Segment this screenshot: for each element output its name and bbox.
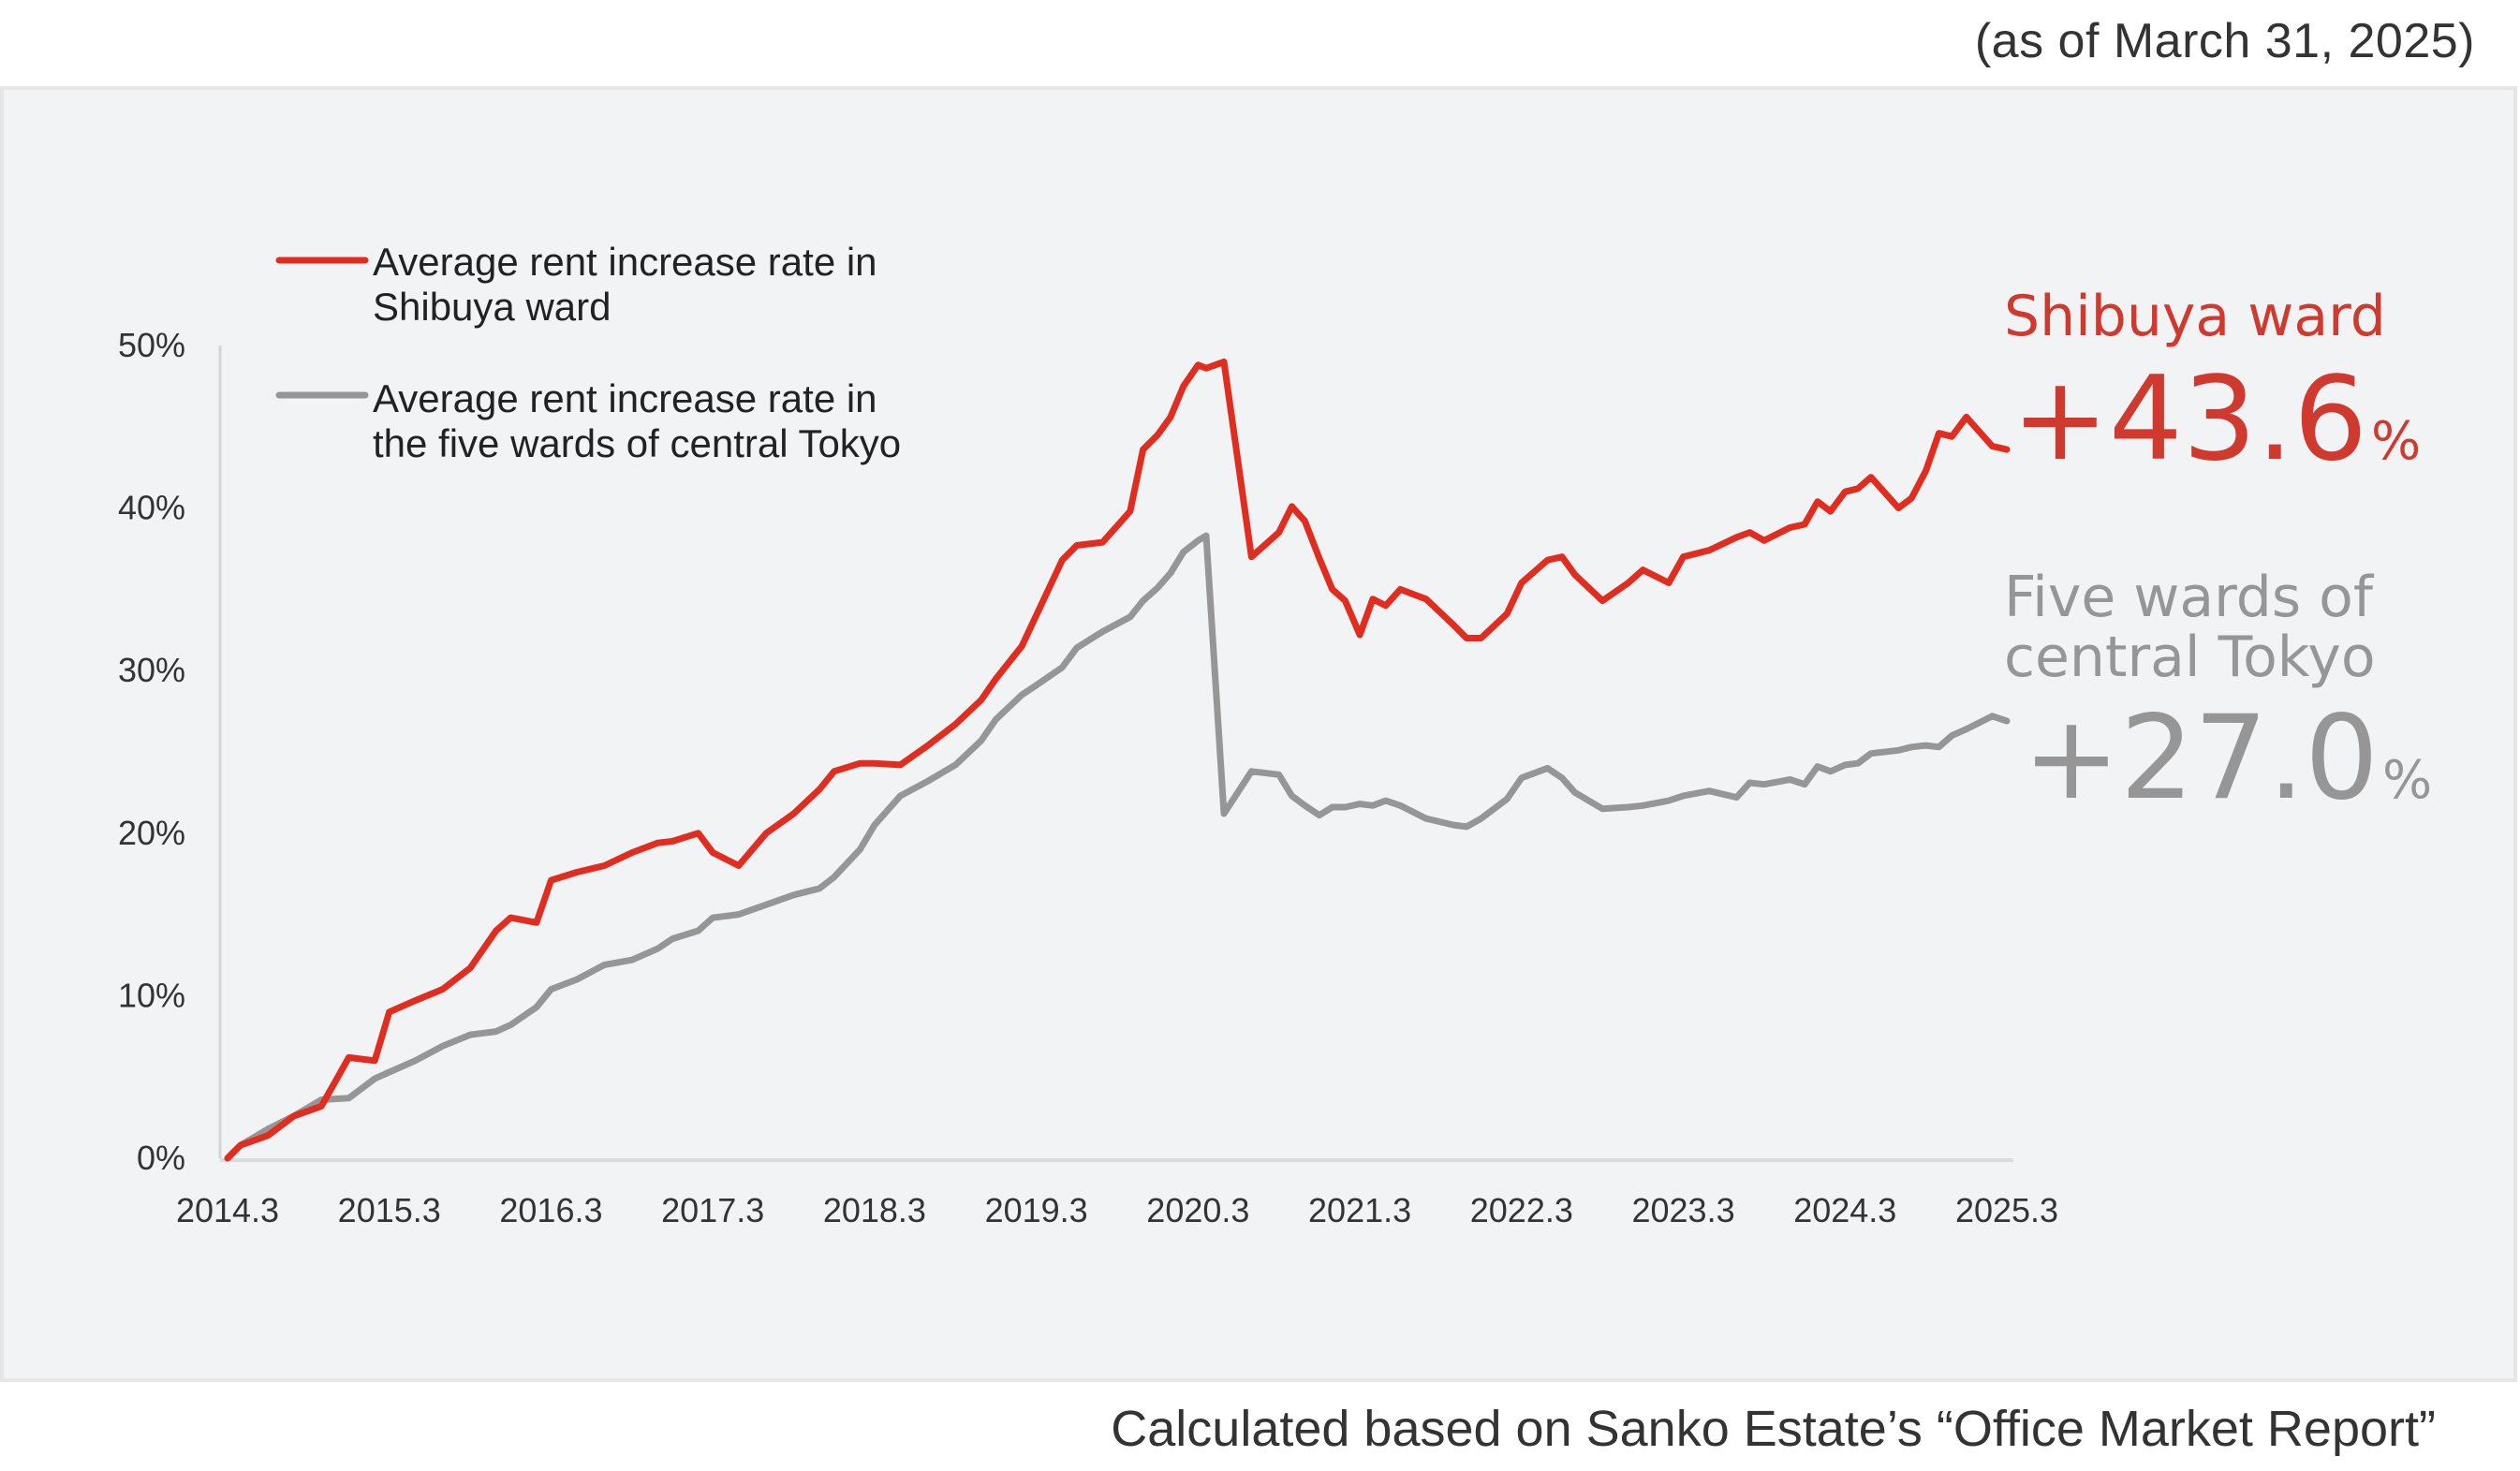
callout-shibuya-label: Shibuya ward xyxy=(2004,284,2386,349)
y-tick-label: 0% xyxy=(137,1139,185,1177)
y-tick-label: 40% xyxy=(118,489,185,527)
legend-label-five-wards-line2: the five wards of central Tokyo xyxy=(373,421,901,465)
series-line-five-wards xyxy=(224,532,2011,1162)
callout-shibuya-unit: % xyxy=(2371,411,2421,472)
x-tick-label: 2019.3 xyxy=(985,1191,1088,1229)
y-tick-label: 50% xyxy=(118,326,185,364)
callout-five-wards-label-line1: Five wards of xyxy=(2004,565,2375,630)
axes: 0% 10% 20% 30% 40% 50% 2014.3 2015.3 2016.3 2017.… xyxy=(118,326,2058,1229)
x-tick-label: 2025.3 xyxy=(1955,1191,2058,1229)
x-tick-label: 2023.3 xyxy=(1631,1191,1734,1229)
as-of-date: (as of March 31, 2025) xyxy=(1974,14,2475,68)
callout-shibuya-value: +43.6% xyxy=(2012,352,2421,487)
chart-panel xyxy=(0,86,2517,1382)
legend-label-shibuya-line1: Average rent increase rate in xyxy=(373,240,877,284)
callout-shibuya-number: +43.6 xyxy=(2012,352,2367,487)
x-tick-label: 2015.3 xyxy=(338,1191,441,1229)
callouts: Shibuya ward +43.6% Five wards of centra… xyxy=(2004,284,2432,826)
source-caption: Calculated based on Sanko Estate’s “Offi… xyxy=(1111,1401,2436,1457)
x-tick-label: 2017.3 xyxy=(661,1191,764,1229)
series-line-shibuya xyxy=(224,358,2011,1162)
y-tick-label: 10% xyxy=(118,976,185,1014)
callout-five-wards-unit: % xyxy=(2382,750,2432,811)
y-tick-label: 30% xyxy=(118,651,185,689)
callout-five-wards-label-line2: central Tokyo xyxy=(2004,625,2376,690)
x-tick-label: 2022.3 xyxy=(1470,1191,1573,1229)
x-tick-label: 2014.3 xyxy=(176,1191,279,1229)
callout-five-wards-value: +27.0% xyxy=(2023,691,2432,826)
x-tick-label: 2016.3 xyxy=(499,1191,602,1229)
legend-label-shibuya-line2: Shibuya ward xyxy=(373,285,611,329)
x-tick-label: 2021.3 xyxy=(1308,1191,1411,1229)
callout-five-wards-number: +27.0 xyxy=(2023,691,2379,826)
legend: Average rent increase rate in Shibuya wa… xyxy=(275,240,901,465)
legend-label-five-wards-line1: Average rent increase rate in xyxy=(373,376,877,420)
series-lines xyxy=(224,358,2011,1162)
x-tick-label: 2024.3 xyxy=(1793,1191,1896,1229)
x-tick-label: 2018.3 xyxy=(823,1191,926,1229)
x-tick-label: 2020.3 xyxy=(1146,1191,1249,1229)
y-tick-label: 20% xyxy=(118,814,185,852)
